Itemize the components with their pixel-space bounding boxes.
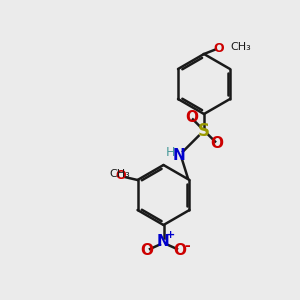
Text: O: O (214, 41, 224, 55)
Text: O: O (185, 110, 198, 125)
Text: H: H (165, 146, 175, 160)
Text: N: N (172, 148, 185, 164)
Text: CH₃: CH₃ (230, 41, 251, 52)
Text: S: S (198, 122, 210, 140)
Text: O: O (173, 243, 187, 258)
Text: O: O (210, 136, 223, 151)
Text: N: N (157, 234, 170, 249)
Text: -: - (184, 239, 190, 253)
Text: O: O (140, 243, 154, 258)
Text: CH₃: CH₃ (110, 169, 130, 179)
Text: O: O (116, 169, 126, 182)
Text: +: + (166, 230, 175, 240)
